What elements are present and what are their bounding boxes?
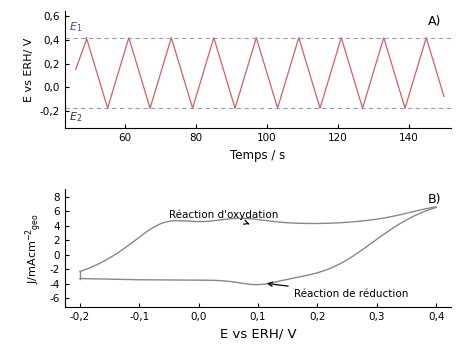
Text: Réaction de réduction: Réaction de réduction (268, 282, 408, 299)
Text: A): A) (428, 15, 441, 28)
X-axis label: E vs ERH/ V: E vs ERH/ V (220, 328, 296, 341)
Text: Réaction d'oxydation: Réaction d'oxydation (169, 209, 279, 224)
Text: $E_1$: $E_1$ (69, 20, 82, 34)
Y-axis label: J/mAcm$^{-2}$$_{\mathrm{geo}}$: J/mAcm$^{-2}$$_{\mathrm{geo}}$ (23, 213, 44, 284)
Text: B): B) (428, 193, 441, 206)
Y-axis label: E vs ERH/ V: E vs ERH/ V (25, 37, 34, 102)
Text: $E_2$: $E_2$ (69, 110, 82, 124)
X-axis label: Temps / s: Temps / s (231, 149, 286, 162)
